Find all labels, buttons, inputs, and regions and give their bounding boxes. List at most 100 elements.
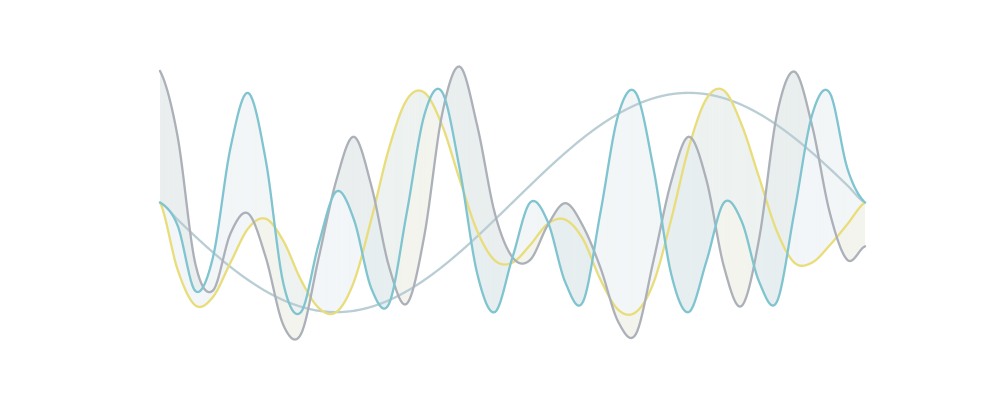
fill-segment-2 [358,141,360,242]
lines-layer [158,65,867,341]
fill-segment-2 [481,146,484,295]
fill-segment-1 [350,211,353,290]
fill-segment-2 [859,195,861,253]
fill-segment-2 [793,71,795,220]
fill-segment-1 [411,92,413,188]
fill-segment-2 [782,86,785,281]
fill-segment-2 [825,89,827,201]
fill-segment-2 [646,129,648,296]
fill-segment-2 [726,200,729,283]
fill-segment-2 [251,96,253,220]
fill-segment-1 [346,200,348,299]
fill-segment-2 [230,140,232,234]
fill-segment-2 [605,176,607,287]
fill-segment-1 [748,145,751,252]
fill-segment-2 [697,150,700,293]
fill-segment-2 [534,201,536,254]
fill-segment-2 [261,136,263,248]
fill-segment-2 [709,192,711,252]
fill-segment-2 [298,313,300,339]
fill-segment-2 [229,147,231,238]
fill-segment-2 [831,95,833,224]
fill-segment-1 [744,132,747,235]
fill-segment-2 [731,202,733,297]
fill-segment-2 [845,163,848,260]
fill-segment-2 [183,178,185,255]
fill-segment-1 [797,185,799,266]
fill-segment-2 [176,128,178,226]
fill-segment-2 [402,229,404,305]
fill-segment-2 [424,109,426,236]
fill-segment-2 [737,211,739,307]
fill-segment-2 [559,205,561,270]
fill-segment-2 [857,192,860,255]
fill-segment-2 [765,186,767,299]
fill-segment-1 [724,90,726,203]
fill-segment-2 [572,208,575,302]
fill-segment-2 [804,95,807,151]
fill-segment-1 [406,97,409,213]
fill-segment-2 [231,133,234,231]
fill-segment-1 [196,291,199,307]
fill-segment-2 [246,92,249,214]
fill-segment-2 [400,238,403,303]
fill-segment-2 [848,172,851,262]
fill-segment-2 [791,71,794,228]
fill-segment-1 [295,267,297,314]
fill-segment-1 [719,88,722,212]
fill-segment-2 [226,163,228,248]
fill-segment-1 [793,211,795,263]
fill-segment-2 [675,161,677,295]
fill-segment-2 [236,114,238,222]
fill-segment-2 [677,156,679,299]
fill-segment-2 [296,314,299,340]
fill-segment-2 [471,99,473,252]
fill-segment-1 [334,191,337,314]
fill-segment-2 [301,309,303,335]
fill-segment-2 [630,89,632,338]
fill-segment-2 [687,136,689,313]
fill-segment-2 [678,151,680,303]
fill-segment-2 [803,90,805,159]
fill-segment-2 [277,247,279,312]
fill-segment-1 [174,218,177,265]
fill-segment-2 [384,249,387,309]
fill-segment-1 [176,222,178,270]
fill-segment-2 [349,138,351,212]
fill-segment-2 [560,204,563,275]
fill-segment-1 [738,117,741,218]
fill-segment-1 [339,191,341,310]
fill-segment-1 [298,273,300,315]
fill-segment-2 [787,75,789,255]
fill-segment-2 [528,202,531,262]
fill-segment-2 [615,120,617,319]
fill-segment-2 [409,187,412,300]
fill-segment-1 [202,285,205,307]
fill-segment-2 [815,101,817,147]
fill-segment-2 [350,137,353,216]
fill-segment-2 [223,183,225,259]
fill-segment-2 [654,176,657,255]
fill-segment-2 [735,209,738,305]
fill-segment-2 [607,158,610,297]
fill-segment-2 [173,114,175,219]
fill-segment-2 [406,204,409,304]
fill-segment-2 [685,137,688,313]
fill-segment-2 [245,93,247,213]
fill-segment-2 [669,181,672,274]
fill-segment-1 [417,90,419,151]
fill-segment-1 [801,158,804,266]
fill-segment-1 [349,207,351,293]
fill-segment-2 [671,176,673,280]
fill-segment-1 [337,190,340,311]
fill-segment-1 [400,108,403,248]
fill-segment-2 [693,140,695,306]
fill-segment-1 [418,90,420,143]
fill-segment-2 [834,105,836,234]
fill-segment-2 [691,138,694,309]
fill-segment-2 [372,192,375,296]
fill-segment-2 [643,115,645,310]
fill-segment-1 [296,270,299,315]
fill-segment-2 [558,206,560,264]
fill-segment-2 [290,307,293,339]
